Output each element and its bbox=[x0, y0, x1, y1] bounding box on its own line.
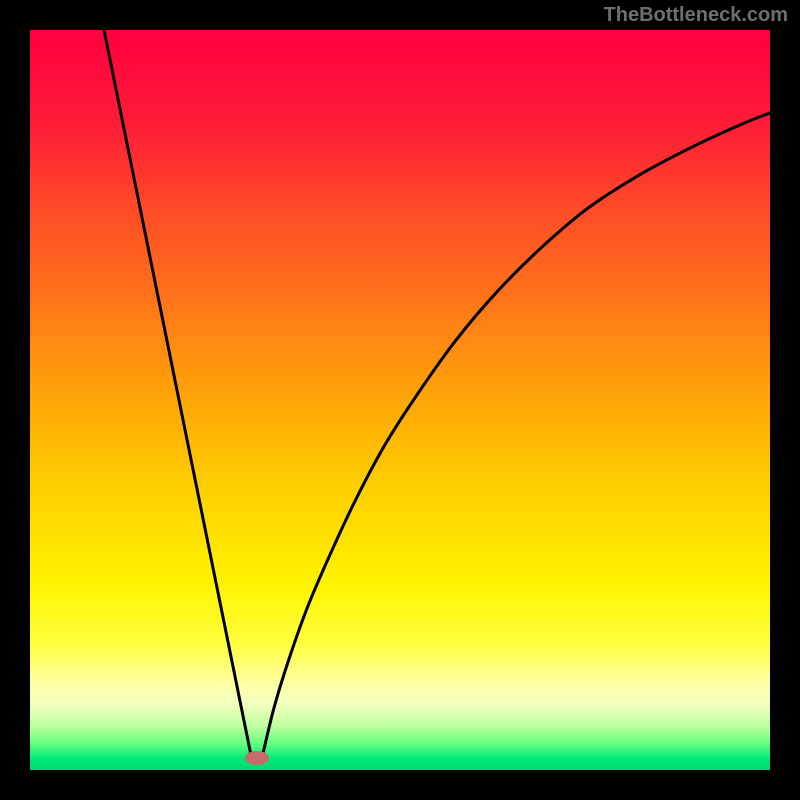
minimum-marker bbox=[245, 751, 269, 765]
chart-plot-area bbox=[30, 30, 770, 770]
watermark-text: TheBottleneck.com bbox=[604, 4, 788, 27]
chart-svg bbox=[30, 30, 770, 770]
chart-background bbox=[30, 30, 770, 770]
